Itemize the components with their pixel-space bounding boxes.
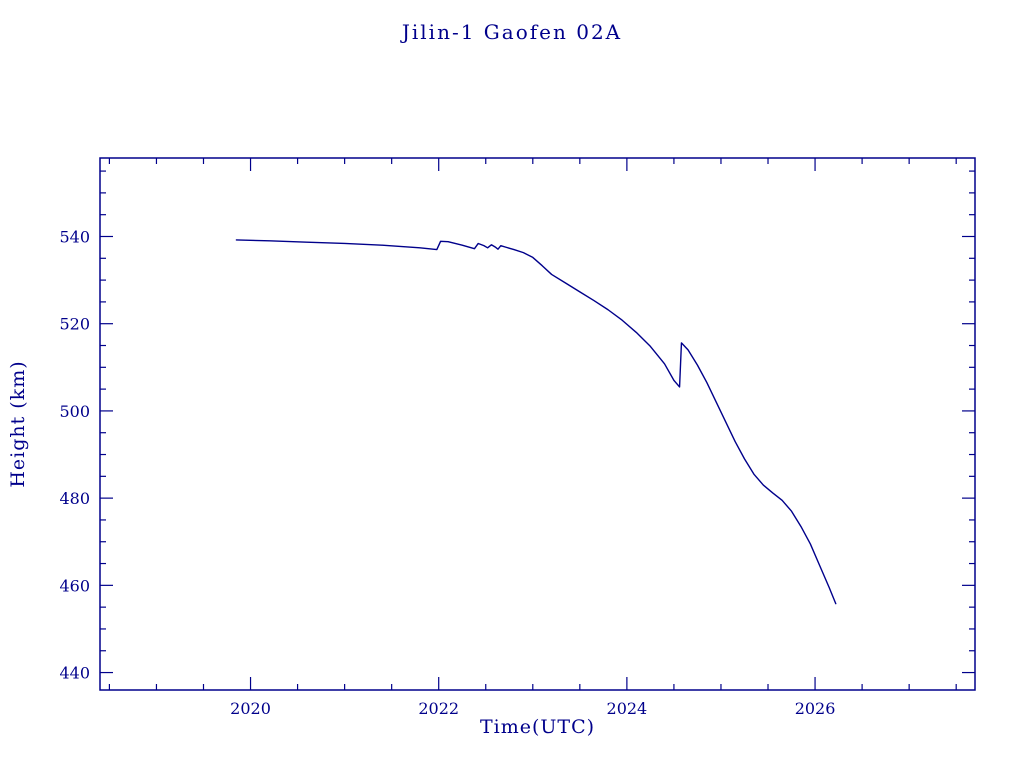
y-tick-label: 480 xyxy=(59,489,90,508)
x-axis-label: Time(UTC) xyxy=(479,716,596,738)
x-tick-label: 2020 xyxy=(230,699,271,718)
height-series-line xyxy=(235,239,837,605)
y-axis-label: Height (km) xyxy=(7,360,29,488)
plot-frame xyxy=(99,157,976,691)
y-tick-label: 500 xyxy=(59,402,90,421)
x-tick-label: 2022 xyxy=(418,699,459,718)
y-tick-label: 440 xyxy=(59,664,90,683)
chart-title: Jilin-1 Gaofen 02A xyxy=(401,20,623,44)
y-tick-label: 460 xyxy=(59,576,90,595)
x-tick-label: 2026 xyxy=(795,699,836,718)
y-tick-label: 540 xyxy=(59,227,90,246)
y-tick-label: 520 xyxy=(59,315,90,334)
x-tick-label: 2024 xyxy=(607,699,648,718)
